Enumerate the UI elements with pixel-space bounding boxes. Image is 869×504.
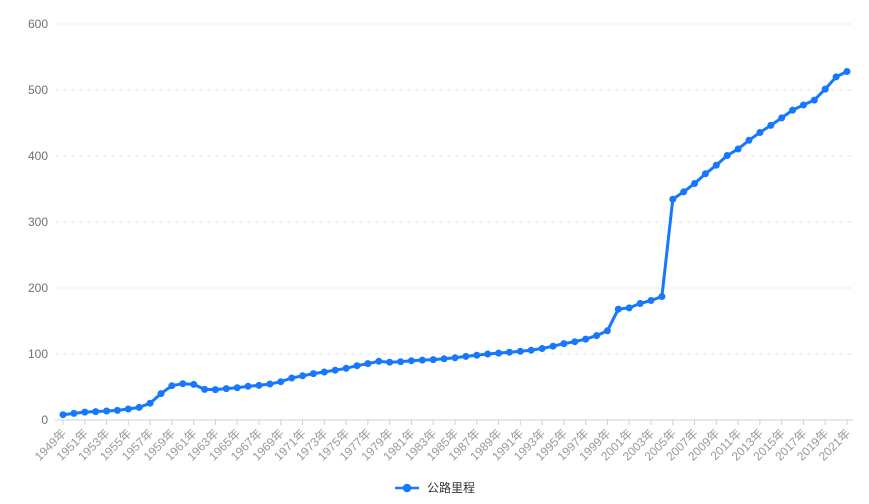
data-point-1980[interactable] (397, 358, 405, 366)
data-point-2019[interactable] (821, 85, 829, 93)
data-point-2013[interactable] (756, 129, 764, 136)
data-point-1981[interactable] (407, 357, 415, 365)
data-point-1951[interactable] (81, 408, 89, 416)
data-point-2005[interactable] (669, 195, 677, 203)
data-point-2015[interactable] (778, 114, 786, 122)
data-point-1953[interactable] (103, 407, 111, 415)
legend-line-dot-icon (394, 483, 419, 493)
data-point-1985[interactable] (451, 354, 459, 362)
data-point-1956[interactable] (135, 403, 143, 411)
data-point-1964[interactable] (222, 385, 230, 393)
data-point-1987[interactable] (473, 351, 481, 359)
data-point-1972[interactable] (309, 370, 317, 378)
data-point-1962[interactable] (201, 385, 209, 393)
data-point-1960[interactable] (179, 380, 187, 388)
data-point-1994[interactable] (549, 342, 557, 350)
data-point-2008[interactable] (701, 170, 709, 178)
data-point-2017[interactable] (799, 101, 807, 109)
data-point-1997[interactable] (582, 335, 590, 343)
data-point-2012[interactable] (745, 136, 753, 144)
data-point-2002[interactable] (636, 300, 644, 307)
data-point-1975[interactable] (342, 364, 350, 372)
data-point-1973[interactable] (320, 368, 328, 376)
y-axis-tick-label: 0 (41, 413, 48, 427)
data-point-2007[interactable] (691, 180, 699, 187)
data-point-2021[interactable] (843, 68, 851, 75)
data-point-2020[interactable] (832, 73, 840, 81)
data-point-1974[interactable] (331, 366, 339, 374)
data-point-1984[interactable] (440, 355, 448, 363)
data-point-2009[interactable] (712, 161, 720, 169)
series-line (61, 70, 849, 417)
data-point-2016[interactable] (789, 106, 797, 114)
data-point-2006[interactable] (680, 188, 688, 196)
legend-label: 公路里程 (426, 481, 475, 495)
data-point-1992[interactable] (527, 346, 535, 354)
y-axis-tick-label: 600 (28, 17, 48, 31)
data-point-2001[interactable] (625, 304, 633, 312)
data-point-1968[interactable] (266, 380, 274, 388)
data-point-1963[interactable] (211, 386, 219, 394)
data-point-1949[interactable] (59, 411, 67, 419)
data-point-1991[interactable] (516, 347, 524, 355)
data-point-1969[interactable] (277, 378, 285, 386)
data-point-1995[interactable] (560, 340, 568, 348)
data-point-1982[interactable] (418, 356, 426, 364)
data-point-1988[interactable] (484, 350, 492, 358)
data-point-1958[interactable] (157, 390, 165, 398)
data-point-1954[interactable] (113, 406, 121, 414)
data-point-2003[interactable] (647, 297, 655, 304)
data-point-1950[interactable] (70, 409, 78, 417)
y-axis-tick-label: 200 (28, 281, 48, 295)
data-point-1979[interactable] (386, 358, 394, 366)
data-point-1989[interactable] (495, 349, 503, 357)
data-point-1990[interactable] (505, 348, 513, 356)
y-axis-tick-label: 400 (28, 149, 48, 163)
data-point-1983[interactable] (429, 356, 437, 364)
data-point-1957[interactable] (146, 399, 154, 407)
y-axis-tick-label: 300 (28, 215, 48, 229)
data-point-1955[interactable] (124, 405, 132, 413)
data-point-2011[interactable] (734, 145, 742, 153)
data-point-1966[interactable] (244, 382, 252, 390)
data-point-2004[interactable] (658, 293, 666, 300)
data-point-2018[interactable] (810, 96, 818, 104)
data-point-1999[interactable] (603, 327, 611, 335)
y-axis-tick-label: 500 (28, 83, 48, 97)
data-point-1959[interactable] (168, 382, 176, 390)
data-point-1967[interactable] (255, 381, 263, 389)
data-point-1993[interactable] (538, 345, 546, 352)
y-axis-tick-label: 100 (28, 347, 48, 361)
data-point-1977[interactable] (364, 360, 372, 368)
data-point-1976[interactable] (353, 362, 361, 370)
data-point-1978[interactable] (375, 357, 383, 365)
data-point-2010[interactable] (723, 152, 731, 159)
data-point-1996[interactable] (571, 338, 579, 346)
data-point-1961[interactable] (190, 380, 198, 388)
data-point-2014[interactable] (767, 121, 775, 129)
data-point-1971[interactable] (299, 372, 307, 380)
legend-item-highway-mileage[interactable]: 公路里程 (0, 478, 869, 498)
data-point-2000[interactable] (614, 305, 622, 313)
data-point-1952[interactable] (92, 408, 100, 416)
data-point-1986[interactable] (462, 352, 470, 360)
data-point-1965[interactable] (233, 384, 241, 392)
data-point-1970[interactable] (288, 374, 296, 382)
data-point-1998[interactable] (593, 332, 601, 340)
